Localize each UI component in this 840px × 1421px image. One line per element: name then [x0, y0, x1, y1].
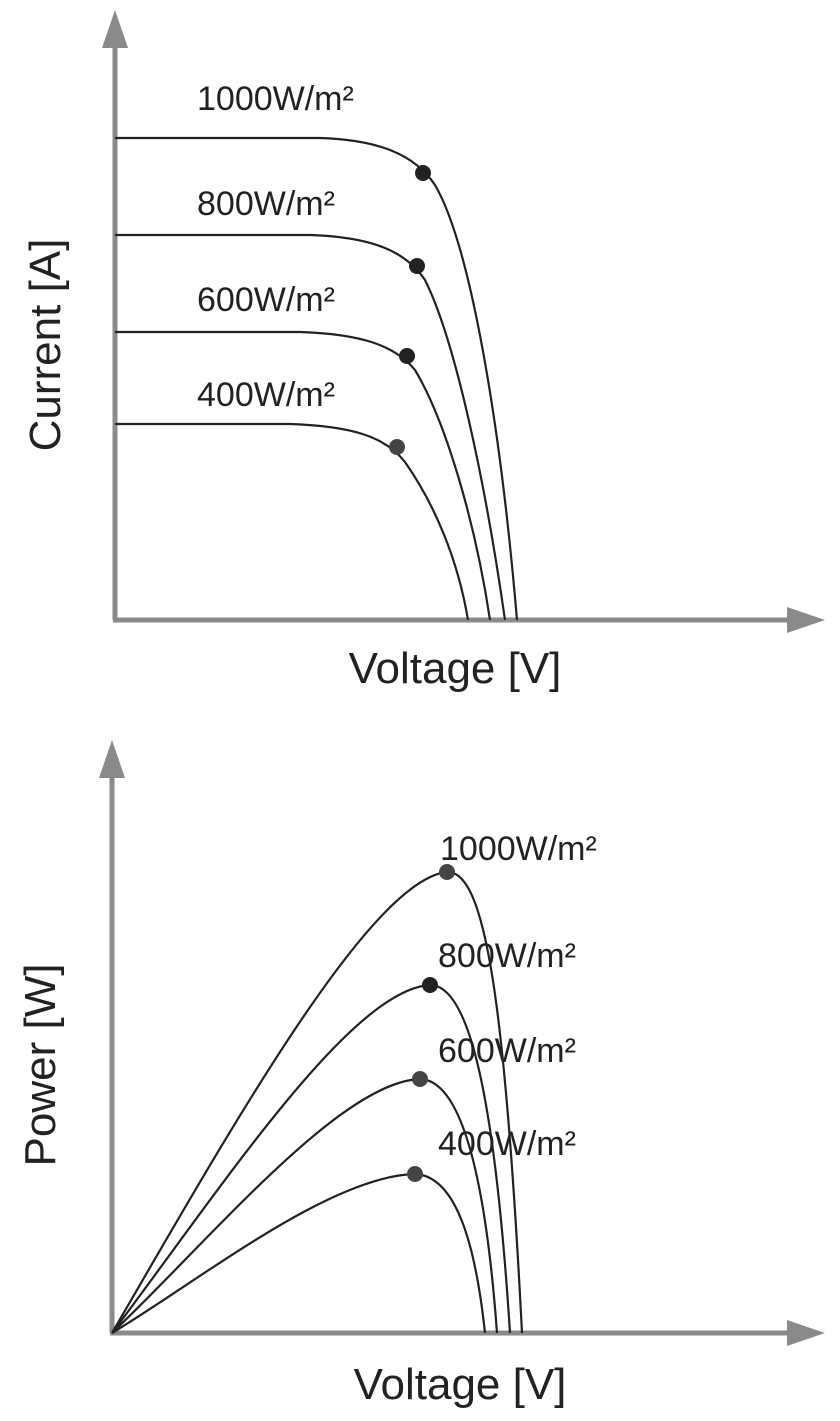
mpp-dot — [422, 977, 438, 993]
curve-label: 600W/m² — [438, 1032, 576, 1070]
mpp-dot — [439, 864, 455, 880]
curve-label: 400W/m² — [197, 376, 335, 414]
curve-label: 800W/m² — [197, 185, 335, 223]
pv-curve — [111, 1172, 487, 1334]
axis-arrow — [787, 1320, 825, 1346]
axis-arrow — [787, 607, 825, 633]
mpp-dot — [407, 1166, 423, 1182]
x-axis-label: Voltage [V] — [349, 644, 562, 693]
curve-label: 600W/m² — [197, 281, 335, 319]
mpp-dot — [415, 165, 431, 181]
x-axis-label: Voltage [V] — [354, 1360, 567, 1409]
curve-label: 1000W/m² — [440, 830, 597, 868]
iv-curve — [115, 330, 492, 621]
pv-chart: 1000W/m² 800W/m² 600W/m² 400W/m² Voltage… — [16, 740, 825, 1409]
curve-label: 400W/m² — [438, 1125, 576, 1163]
y-axis-label: Current [A] — [21, 239, 70, 452]
mpp-dot — [399, 348, 415, 364]
y-axis-label: Power [W] — [16, 964, 65, 1167]
axis-arrow — [102, 10, 128, 48]
curve-label: 1000W/m² — [197, 80, 354, 118]
mpp-dot — [412, 1071, 428, 1087]
iv-curve — [115, 136, 519, 621]
mpp-dot — [389, 439, 405, 455]
axis-arrow — [99, 740, 125, 778]
iv-curve — [115, 233, 507, 621]
curve-label: 800W/m² — [438, 937, 576, 975]
iv-curve — [115, 422, 470, 621]
iv-chart: 1000W/m² 800W/m² 600W/m² 400W/m² Voltage… — [21, 10, 825, 693]
mpp-dot — [409, 258, 425, 274]
